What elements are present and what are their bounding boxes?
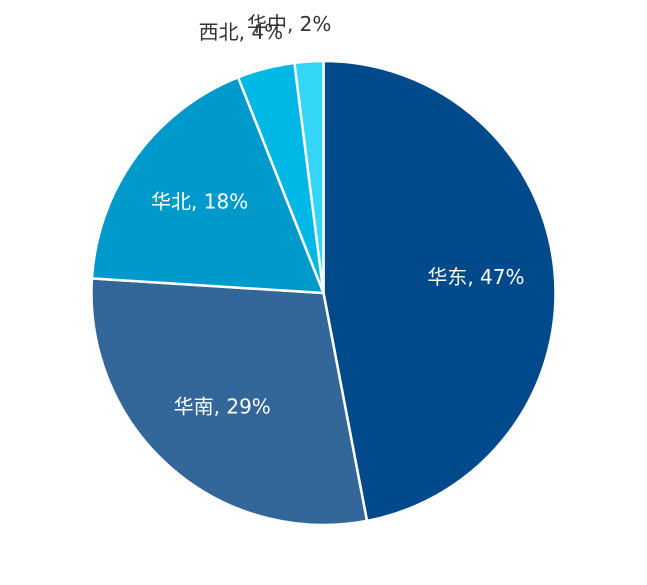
pie-slice-5 — [293, 59, 325, 295]
pie-slice-1 — [322, 59, 557, 523]
pie-label-2: 华南, 29% — [174, 394, 271, 418]
pie-label-1: 华东, 47% — [427, 265, 524, 289]
pie-slices — [90, 59, 557, 527]
pie-label-5: 华中, 2% — [247, 12, 331, 36]
pie-slice-3 — [90, 76, 325, 295]
pie-labels: 华东, 47% 华南, 29% 华北, 18% 西北, 4%华中, 2% — [151, 12, 524, 418]
pie-slice-2 — [90, 277, 369, 527]
pie-label-4: 西北, 4% — [199, 20, 283, 44]
pie-label-3: 华北, 18% — [151, 189, 248, 213]
